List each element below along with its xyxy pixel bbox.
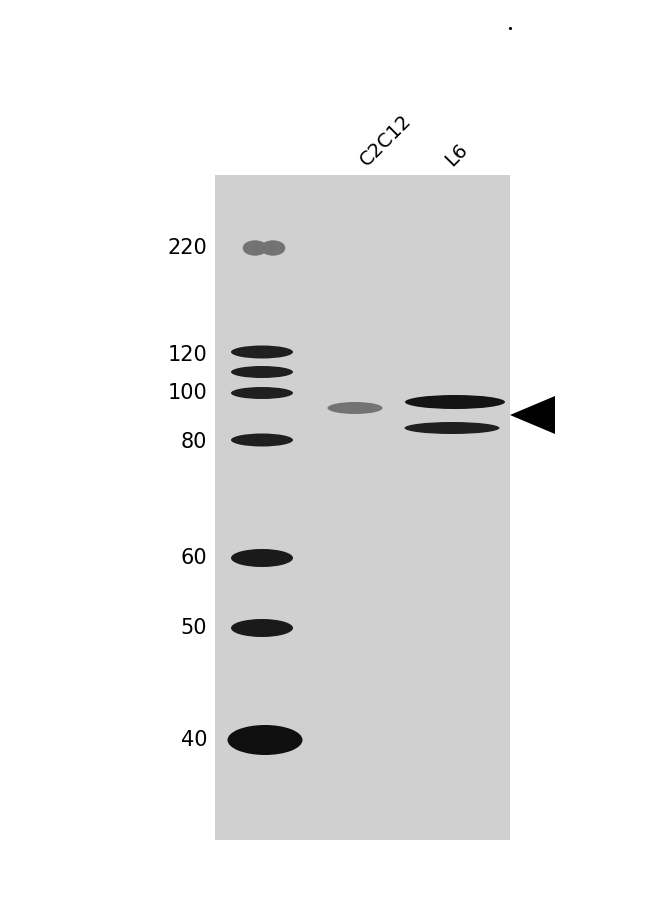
Text: 50: 50 [181, 618, 207, 638]
Text: 100: 100 [167, 383, 207, 403]
Text: C2C12: C2C12 [357, 111, 415, 170]
Ellipse shape [261, 241, 285, 255]
Ellipse shape [328, 402, 382, 414]
Ellipse shape [404, 422, 499, 434]
Text: 40: 40 [181, 730, 207, 750]
Ellipse shape [242, 241, 267, 255]
Ellipse shape [231, 366, 293, 378]
Text: 60: 60 [181, 548, 207, 568]
Text: 220: 220 [167, 238, 207, 258]
Bar [215, 175, 510, 840]
Ellipse shape [231, 346, 293, 359]
Text: 80: 80 [181, 432, 207, 452]
Ellipse shape [231, 387, 293, 399]
Ellipse shape [231, 549, 293, 567]
Ellipse shape [405, 395, 505, 409]
Ellipse shape [231, 619, 293, 637]
Ellipse shape [227, 725, 302, 755]
Ellipse shape [231, 433, 293, 446]
Polygon shape [510, 396, 555, 434]
Text: L6: L6 [441, 140, 471, 170]
Text: 120: 120 [167, 345, 207, 365]
